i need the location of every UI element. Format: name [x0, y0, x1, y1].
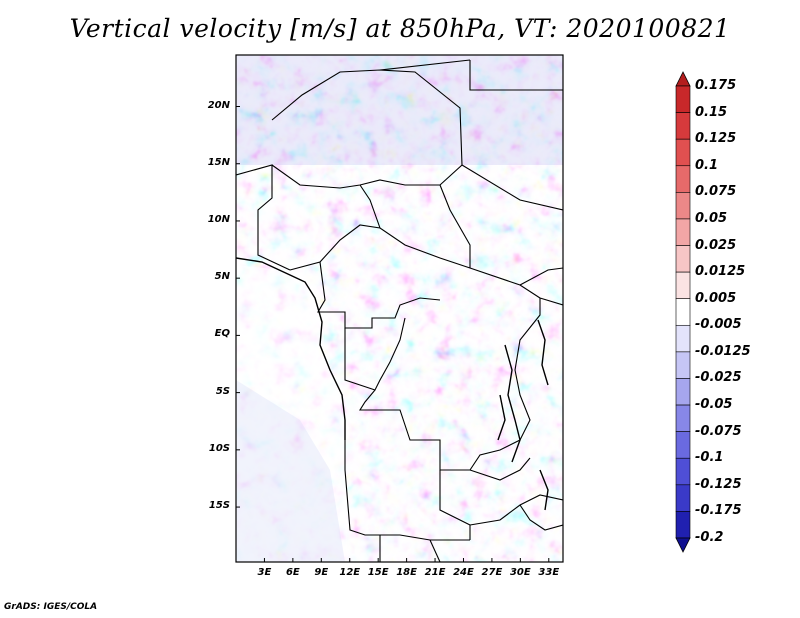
colorbar-label: 0.005 — [695, 290, 737, 306]
colorbar-label: 0.175 — [695, 78, 737, 93]
colorbar-min-arrow — [675, 537, 691, 553]
axis-ticks — [236, 106, 550, 562]
colorbar-label: 0.025 — [695, 237, 737, 253]
map-frame — [235, 54, 564, 563]
colorbar-swatch — [675, 431, 691, 459]
colorbar-label: 0.075 — [695, 184, 737, 200]
colorbar-swatch — [675, 245, 691, 273]
colorbar-label: -0.0125 — [695, 343, 751, 359]
lon-label: 9E — [314, 567, 329, 578]
colorbar-swatch — [675, 324, 691, 353]
lon-label: 33E — [538, 567, 560, 578]
colorbar-swatch — [675, 351, 691, 379]
colorbar-swatch — [675, 404, 691, 432]
colorbar — [675, 71, 691, 553]
lon-label: 27E — [481, 567, 503, 578]
colorbar-swatch — [675, 218, 691, 246]
colorbar-label: -0.05 — [695, 397, 733, 413]
colorbar-swatch — [675, 138, 691, 167]
lon-label: 12E — [339, 567, 361, 578]
colorbar-max-arrow — [675, 71, 691, 87]
colorbar-swatch — [675, 378, 691, 406]
colorbar-swatch — [675, 298, 691, 326]
colorbar-label: 0.125 — [695, 131, 737, 147]
colorbar-label: -0.005 — [695, 317, 742, 333]
colorbar-swatch — [675, 192, 691, 220]
lon-label: 6E — [285, 567, 300, 578]
colorbar-swatch — [675, 85, 691, 113]
lon-label: 15E — [367, 567, 389, 578]
lat-label: 5N — [214, 271, 230, 283]
lat-label: 5S — [215, 385, 230, 397]
colorbar-label: -0.1 — [695, 450, 724, 466]
colorbar-label: 0.0125 — [695, 264, 746, 280]
colorbar-label: 0.1 — [695, 157, 719, 173]
colorbar-swatch — [675, 271, 691, 300]
lon-label: 30E — [509, 567, 531, 578]
lat-label: 20N — [207, 99, 230, 111]
lon-label: 24E — [453, 567, 474, 578]
grads-credit: GrADS: IGES/COLA — [4, 602, 98, 612]
lat-label: EQ — [214, 328, 230, 340]
map-title: Vertical velocity [m/s] at 850hPa, VT: 2… — [69, 14, 731, 43]
coastlines-lakes — [236, 257, 549, 511]
colorbar-swatch — [675, 112, 691, 140]
lat-label: 10S — [208, 442, 230, 454]
colorbar-label: -0.025 — [695, 370, 742, 386]
colorbar-label: -0.125 — [695, 476, 742, 492]
colorbar-label: -0.2 — [695, 530, 724, 545]
lat-label: 15S — [208, 500, 230, 512]
lon-label: 21E — [424, 567, 446, 578]
lon-label: 3E — [257, 567, 272, 578]
colorbar-label: -0.075 — [695, 423, 742, 439]
colorbar-label: 0.15 — [695, 104, 728, 120]
colorbar-label: 0.05 — [695, 210, 728, 226]
lat-label: 10N — [207, 213, 230, 225]
colorbar-swatch — [675, 165, 691, 193]
colorbar-swatch — [675, 484, 691, 512]
vertical-velocity-field — [236, 55, 563, 562]
lat-label: 15N — [207, 156, 230, 168]
lon-label: 18E — [396, 567, 417, 578]
colorbar-swatch — [675, 457, 691, 486]
colorbar-swatch — [675, 511, 691, 539]
colorbar-label: -0.175 — [695, 503, 742, 519]
